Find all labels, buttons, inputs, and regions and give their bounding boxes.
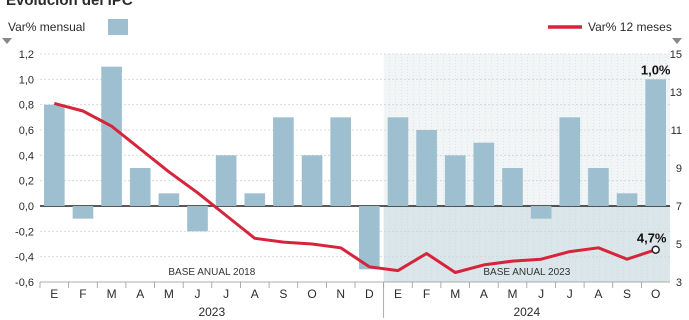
highlight-region-lower [383,206,670,282]
month-label: M [450,287,460,301]
bar-monthly [273,117,294,206]
bar-monthly [473,142,495,206]
month-label: E [394,287,402,301]
left-tick-label: 0,6 [19,125,34,137]
right-axis-arrow-icon [672,38,682,44]
bar-monthly [387,117,409,206]
month-label: A [594,287,602,301]
month-label: M [107,287,117,301]
bar-monthly [44,104,65,206]
left-tick-label: 1,0 [19,74,34,86]
bar-monthly [301,155,323,206]
bar-monthly [330,117,351,206]
legend-label-annual: Var% 12 meses [588,20,672,34]
month-label: S [623,287,631,301]
year-label: 2023 [198,305,225,319]
callout-monthly: 1,0% [641,62,671,77]
year-label: 2024 [513,305,540,319]
bar-monthly [416,130,437,206]
bar-monthly [187,206,208,232]
left-axis-arrow-icon [2,38,12,44]
bar-monthly [215,155,237,206]
month-label: D [365,287,374,301]
left-tick-label: -0,6 [15,277,34,289]
legend-label-monthly: Var% mensual [8,20,85,34]
bar-monthly [158,193,180,206]
right-tick-label: 15 [670,49,682,61]
left-tick-label: 0,0 [19,201,34,213]
month-label: J [223,287,229,301]
right-tick-label: 3 [676,277,682,289]
bar-monthly [559,117,581,206]
right-tick-label: 7 [676,201,682,213]
right-tick-label: 11 [671,125,682,137]
left-tick-label: 0,8 [19,100,34,112]
month-label: M [164,287,174,301]
month-label: F [423,287,430,301]
month-label: J [538,287,544,301]
bar-monthly [502,168,523,206]
right-tick-label: 9 [676,163,682,175]
bar-layer [44,66,666,270]
left-tick-label: -0,4 [15,252,34,264]
month-label: M [508,287,518,301]
left-tick-label: -0,2 [15,226,34,238]
callout-annual: 4,7% [637,231,667,246]
line-annual [53,101,657,274]
month-label: J [567,287,573,301]
bar-monthly [616,193,638,206]
legend-swatch-monthly [108,19,128,35]
base-label: BASE ANUAL 2023 [483,267,570,278]
month-label: E [50,287,58,301]
bar-monthly [244,193,266,206]
left-tick-label: 1,2 [19,49,34,61]
bar-monthly [72,206,94,219]
bar-monthly [101,66,122,207]
bar-monthly [645,79,666,206]
month-label: N [336,287,345,301]
left-tick-label: 0,2 [19,176,34,188]
month-label: A [480,287,488,301]
right-tick-label: 5 [676,239,682,251]
month-label: A [251,287,259,301]
bar-monthly [129,168,151,206]
bar-monthly [530,206,552,219]
line-layer [53,101,660,274]
month-label: S [279,287,287,301]
bar-monthly [444,155,466,206]
month-label: J [195,287,201,301]
month-label: O [307,287,316,301]
right-tick-label: 13 [670,87,682,99]
base-label: BASE ANUAL 2018 [168,267,255,278]
month-label: O [651,287,660,301]
month-label: A [136,287,144,301]
left-tick-label: 0,4 [19,150,34,162]
bar-monthly [588,168,609,206]
bar-monthly [359,206,380,270]
line-endpoint-marker [651,245,660,254]
month-label: F [79,287,86,301]
chart-title: Evolución del IPC [6,0,133,9]
label-layer: -0,6 -0,4 -0,2 0,0 0,2 0,4 0,6 0,8 1,0 1,2 3 5 7 9 11 1… [2,19,682,319]
